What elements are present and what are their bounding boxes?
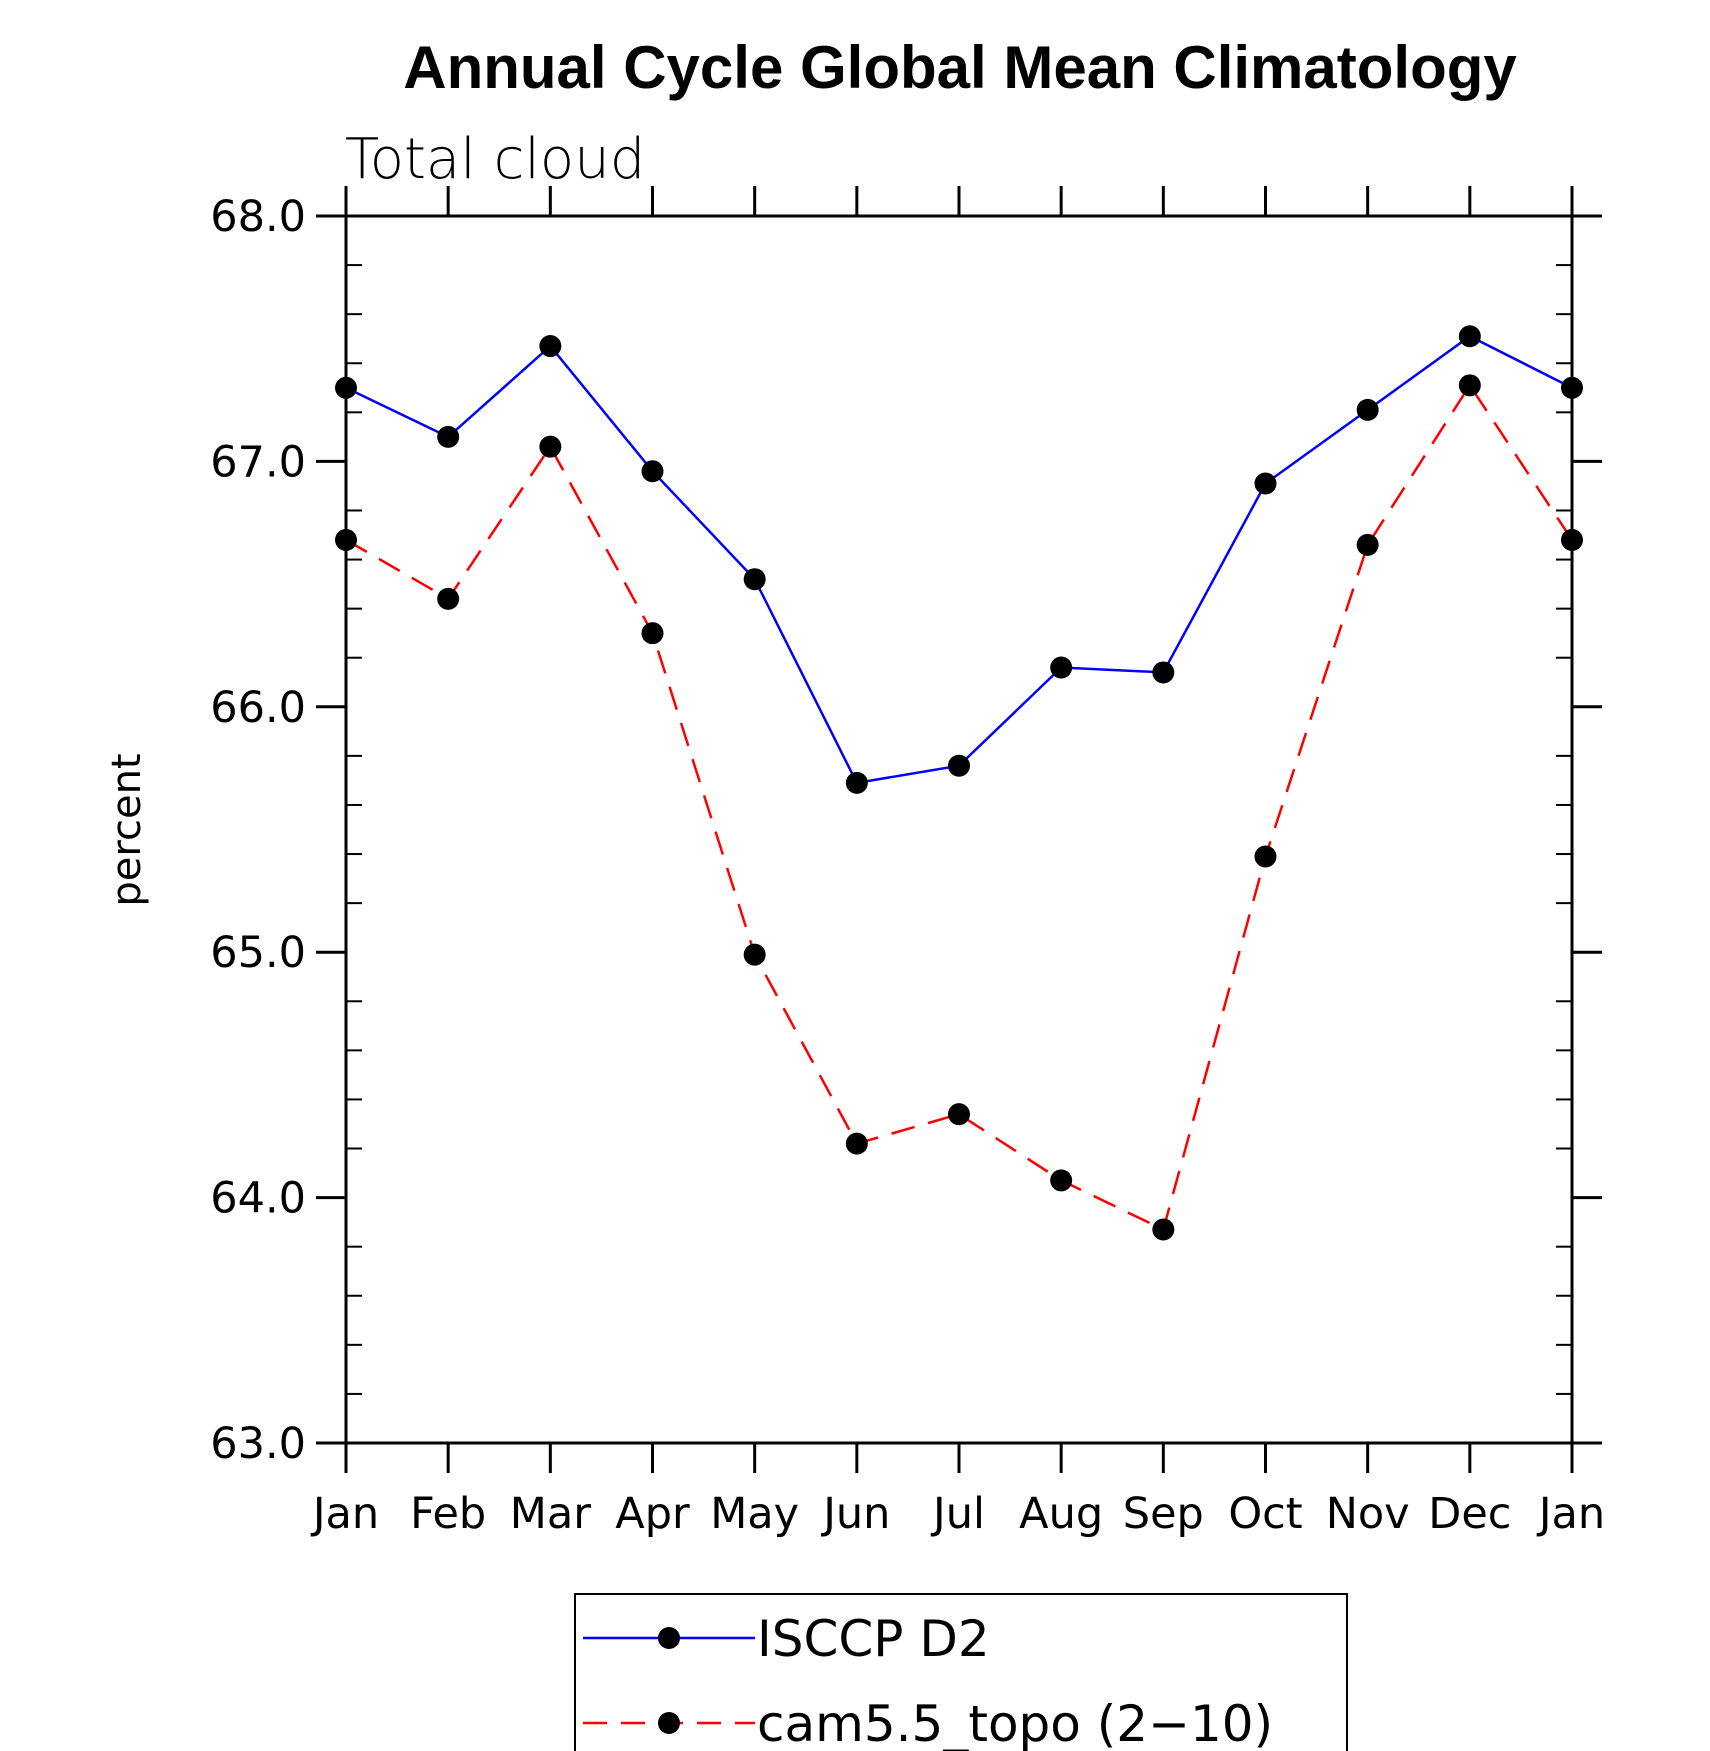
series-1-point: [1050, 656, 1073, 679]
series-1-point: [1458, 325, 1481, 348]
chart-title: Annual Cycle Global Mean Climatology: [403, 34, 1517, 101]
series-1-point: [539, 335, 562, 358]
series-2-point: [1152, 1218, 1175, 1241]
series-1-point: [845, 771, 868, 794]
series-2-point: [335, 528, 357, 551]
x-tick-label: Apr: [615, 1489, 690, 1539]
x-tick-label: Oct: [1228, 1489, 1302, 1539]
x-tick-label: Jul: [930, 1489, 985, 1539]
y-tick-label: 64.0: [210, 1174, 306, 1224]
y-tick-label: 65.0: [210, 928, 306, 978]
y-tick-label: 68.0: [210, 192, 306, 242]
series-2-point: [845, 1132, 868, 1155]
series-2-point: [1561, 528, 1583, 551]
x-tick-label: Nov: [1326, 1489, 1410, 1539]
series-2-point: [1356, 533, 1379, 556]
axes: Jan Feb Mar Apr May Jun Jul Aug Sep Oct Nov Dec Jan6…: [210, 186, 1605, 1539]
series-2-point: [1254, 845, 1277, 868]
series-1-point: [948, 754, 970, 777]
legend: ISCCP D2 cam5.5_topo (2−10): [574, 1593, 1348, 1751]
plot-frame: [344, 214, 1574, 1445]
series-2-point: [948, 1103, 970, 1126]
series-1-point: [1152, 661, 1175, 684]
series-2-point: [743, 943, 766, 966]
x-tick-label: Dec: [1428, 1489, 1511, 1539]
legend-marker-2: [658, 1712, 680, 1734]
series-1-point: [641, 460, 664, 483]
legend-label-2: cam5.5_topo (2−10): [757, 1695, 1273, 1751]
series-2-point: [1458, 374, 1481, 397]
y-tick-label: 67.0: [210, 437, 306, 487]
x-tick-label: Jun: [820, 1489, 890, 1539]
x-tick-label: Jan: [1536, 1489, 1605, 1539]
series-1-point: [437, 425, 460, 448]
series-1-point: [1356, 398, 1379, 421]
x-tick-label: Jan: [310, 1489, 379, 1539]
series-2-point: [539, 435, 562, 458]
series-group: [335, 325, 1583, 1241]
series-2-point: [437, 587, 460, 610]
series-1-point: [1254, 472, 1277, 495]
x-tick-label: Feb: [410, 1489, 486, 1539]
x-tick-label: Sep: [1123, 1489, 1204, 1539]
legend-marker-1: [658, 1627, 680, 1649]
x-tick-label: May: [710, 1489, 799, 1539]
legend-label-1: ISCCP D2: [757, 1610, 990, 1668]
y-tick-label: 63.0: [210, 1419, 306, 1469]
series-1-point: [743, 568, 766, 591]
legend-box: [574, 1593, 1348, 1751]
x-tick-label: Mar: [510, 1489, 591, 1539]
y-axis-label: percent: [104, 753, 150, 906]
series-1-point: [335, 376, 357, 399]
series-line-2: [345, 383, 1574, 1232]
series-line-1: [345, 334, 1573, 785]
x-tick-label: Aug: [1019, 1489, 1103, 1539]
series-1-point: [1561, 376, 1583, 399]
chart-subtitle: Total cloud: [345, 127, 645, 192]
series-2-point: [641, 622, 664, 645]
series-2-point: [1050, 1169, 1073, 1192]
y-tick-label: 66.0: [210, 683, 306, 733]
